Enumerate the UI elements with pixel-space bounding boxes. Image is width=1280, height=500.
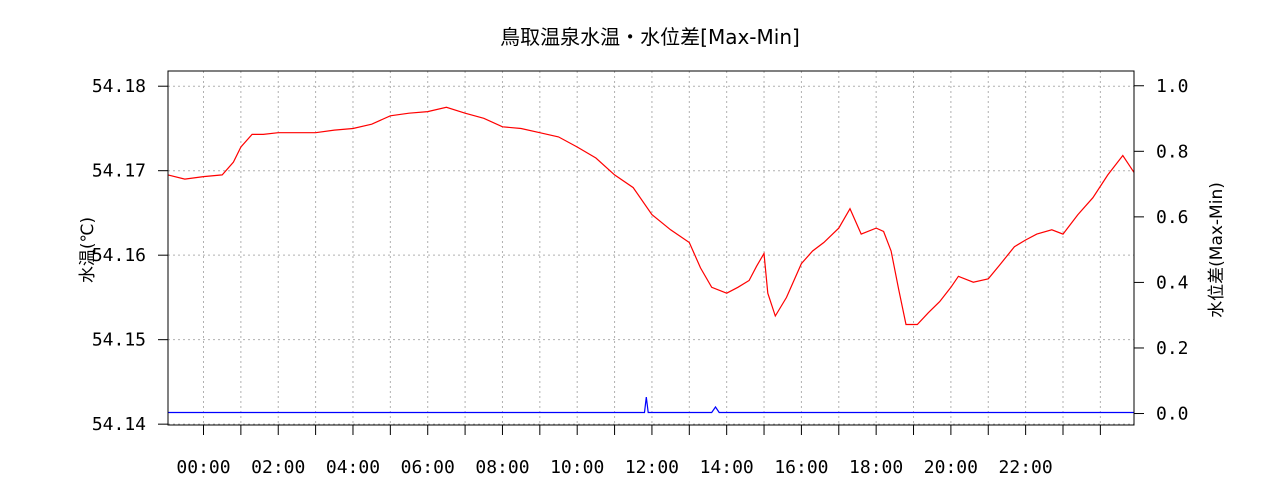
y-tick-label-right: 0.6 — [1156, 207, 1189, 228]
data-series — [167, 106, 1135, 414]
grid-lines — [168, 71, 1134, 425]
water-temperature-line — [167, 106, 1135, 326]
x-tick-label: 22:00 — [999, 457, 1053, 478]
y-tick-label-left: 54.14 — [92, 414, 146, 435]
x-tick-label: 14:00 — [700, 457, 754, 478]
y-tick-label-right: 0.4 — [1156, 272, 1189, 293]
x-tick-label: 18:00 — [849, 457, 903, 478]
x-tick-label: 12:00 — [625, 457, 679, 478]
axis-ticks: 00:00 02:00 04:00 06:00 08:00 10:00 12:00 14:00… — [92, 76, 1189, 478]
water-level-diff-line — [168, 397, 1134, 414]
y-tick-label-right: 0.0 — [1156, 404, 1189, 425]
y-tick-label-right: 0.8 — [1156, 141, 1189, 162]
x-tick-label: 00:00 — [176, 457, 230, 478]
x-tick-label: 02:00 — [251, 457, 305, 478]
y-tick-label-left: 54.15 — [92, 330, 146, 351]
x-tick-label: 16:00 — [774, 457, 828, 478]
x-tick-label: 10:00 — [550, 457, 604, 478]
y-tick-label-left: 54.16 — [92, 245, 146, 266]
y-tick-label-right: 1.0 — [1156, 76, 1189, 97]
y-axis-label-right: 水位差(Max-Min) — [1207, 182, 1227, 318]
y-axis-label-left: 水温(℃) — [78, 217, 98, 283]
y-tick-label-right: 0.2 — [1156, 338, 1189, 359]
x-tick-label: 08:00 — [475, 457, 529, 478]
y-tick-label-left: 54.17 — [92, 161, 146, 182]
plot-frame — [167, 70, 1135, 426]
chart-title: 鳥取温泉水温・水位差[Max-Min] — [500, 25, 800, 49]
x-tick-label: 20:00 — [924, 457, 978, 478]
x-tick-label: 06:00 — [401, 457, 455, 478]
y-tick-label-left: 54.18 — [92, 76, 146, 97]
x-tick-label: 04:00 — [326, 457, 380, 478]
